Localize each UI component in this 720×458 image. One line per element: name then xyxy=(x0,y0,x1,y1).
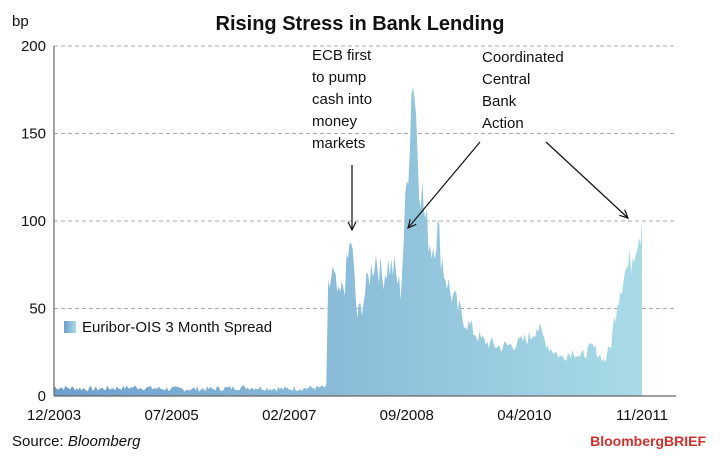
source-note: Source: Bloomberg xyxy=(12,433,141,450)
y-tick-label: 150 xyxy=(21,126,46,143)
arrow-cb-1-head xyxy=(407,219,417,230)
x-tick-label: 11/2011 xyxy=(616,407,668,424)
y-tick-label: 0 xyxy=(38,388,46,405)
x-tick-label: 04/2010 xyxy=(497,407,551,424)
annotation-cb-line-3: Bank xyxy=(482,93,517,110)
annotation-ecb-line-1: ECB first xyxy=(312,47,372,64)
legend-swatch xyxy=(64,321,76,333)
x-axis-ticks: 12/2003 07/2005 02/2007 09/2008 04/2010 11/20… xyxy=(27,407,668,424)
annotation-cb-line-1: Coordinated xyxy=(482,49,564,66)
annotation-cb-line-2: Central xyxy=(482,71,530,88)
legend-label: Euribor-OIS 3 Month Spread xyxy=(82,319,272,336)
legend: Euribor-OIS 3 Month Spread xyxy=(64,319,272,336)
x-tick-label: 07/2005 xyxy=(144,407,198,424)
y-axis-ticks: 0 50 100 150 200 xyxy=(21,38,46,405)
annotation-cb-arrow-1 xyxy=(407,141,481,229)
annotation-ecb-line-3: cash into xyxy=(312,91,372,108)
series-area-euribor-ois xyxy=(54,86,642,396)
y-tick-label: 100 xyxy=(21,213,46,230)
x-tick-label: 12/2003 xyxy=(27,407,81,424)
annotation-cb-arrow-2 xyxy=(545,141,629,219)
source-prefix: Source: xyxy=(12,433,64,450)
x-tick-label: 09/2008 xyxy=(380,407,434,424)
annotation-ecb: ECB first to pump cash into money market… xyxy=(312,47,372,232)
annotation-ecb-line-4: money xyxy=(312,113,358,130)
arrow-ecb-head xyxy=(347,221,357,232)
chart-title: Rising Stress in Bank Lending xyxy=(216,13,505,35)
y-axis-unit: bp xyxy=(12,13,29,30)
y-tick-label: 200 xyxy=(21,38,46,55)
annotation-ecb-line-2: to pump xyxy=(312,69,366,86)
annotation-central-bank: Coordinated Central Bank Action xyxy=(407,49,630,230)
y-tick-label: 50 xyxy=(29,301,46,318)
x-tick-label: 02/2007 xyxy=(262,407,316,424)
annotation-cb-line-4: Action xyxy=(482,115,524,132)
annotation-ecb-line-5: markets xyxy=(312,135,365,152)
brand-logo: BloombergBRIEF xyxy=(590,433,706,449)
source-name: Bloomberg xyxy=(68,433,141,450)
arrow-cb-2-head xyxy=(619,209,630,219)
